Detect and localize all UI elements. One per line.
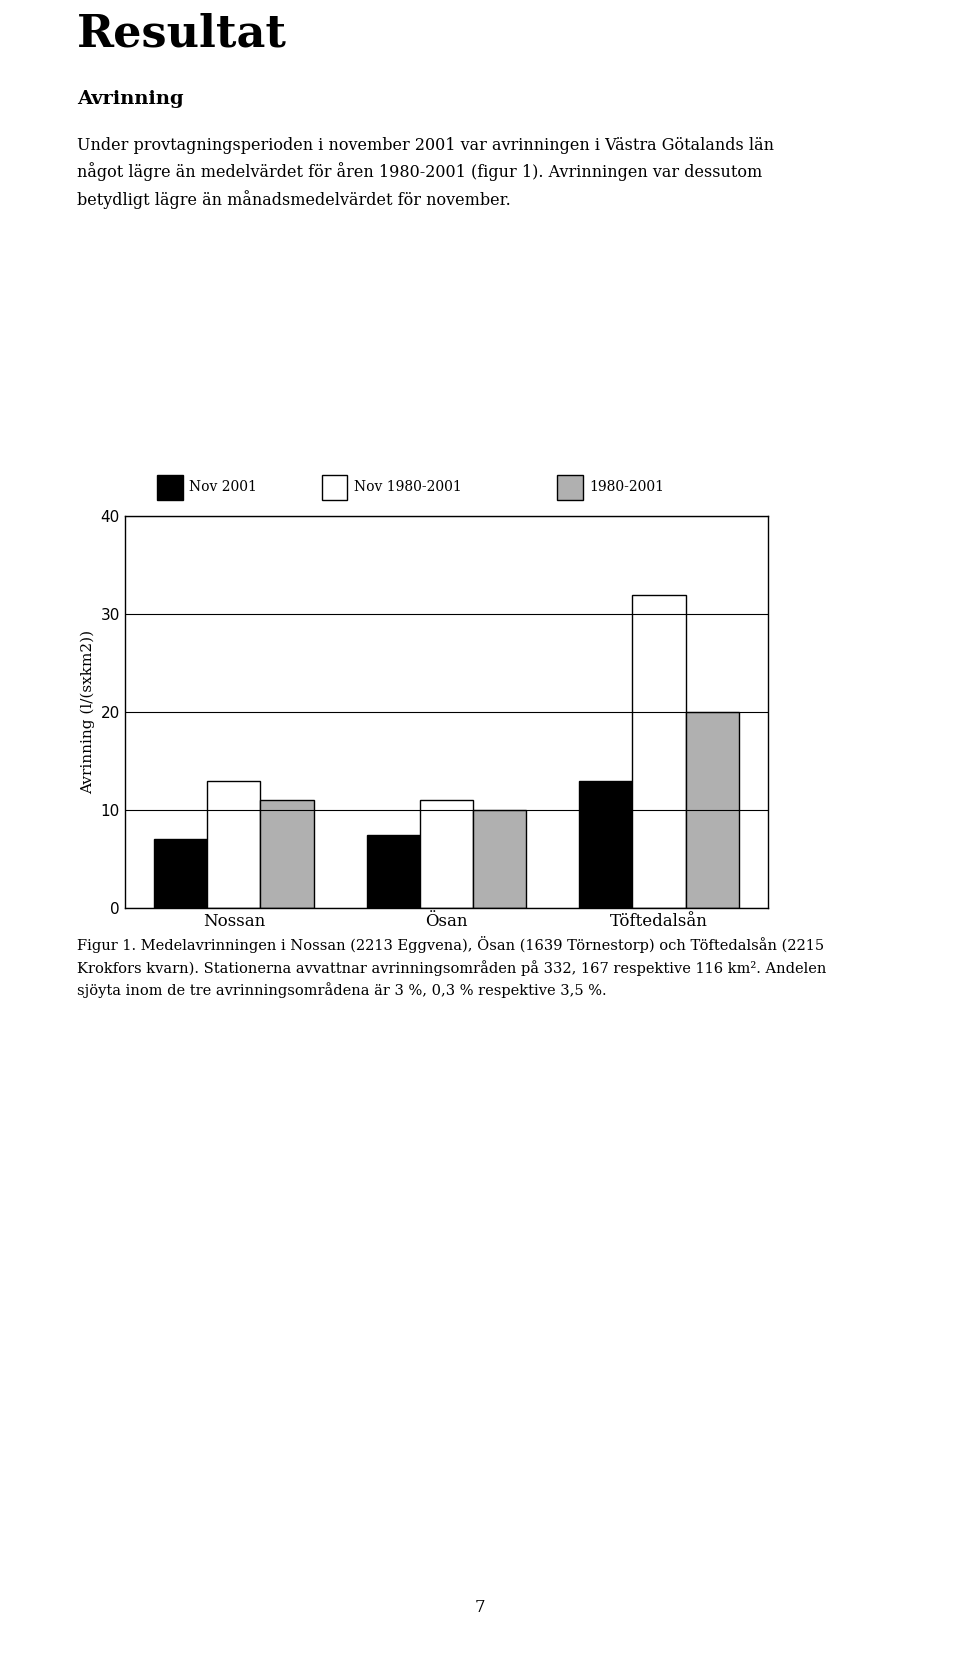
Text: Under provtagningsperioden i november 2001 var avrinningen i Västra Götalands lä: Under provtagningsperioden i november 20… <box>77 137 774 210</box>
Text: 1980-2001: 1980-2001 <box>589 480 664 495</box>
Bar <box>420 800 473 908</box>
Text: Avrinning: Avrinning <box>77 90 183 108</box>
Bar <box>685 713 739 908</box>
Bar <box>207 781 260 908</box>
Text: Resultat: Resultat <box>77 13 287 55</box>
Bar <box>633 595 685 908</box>
Bar <box>367 835 420 908</box>
Text: Nov 1980-2001: Nov 1980-2001 <box>354 480 462 495</box>
Text: Nov 2001: Nov 2001 <box>189 480 257 495</box>
FancyBboxPatch shape <box>557 475 583 500</box>
Bar <box>260 800 314 908</box>
Text: 7: 7 <box>474 1599 486 1616</box>
Y-axis label: Avrinning (l/(sxkm2)): Avrinning (l/(sxkm2)) <box>81 630 95 795</box>
FancyBboxPatch shape <box>157 475 182 500</box>
FancyBboxPatch shape <box>322 475 348 500</box>
Text: Figur 1. Medelavrinningen i Nossan (2213 Eggvena), Ösan (1639 Törnestorp) och Tö: Figur 1. Medelavrinningen i Nossan (2213… <box>77 936 827 998</box>
Bar <box>154 840 207 908</box>
Bar <box>579 781 633 908</box>
Bar <box>473 810 526 908</box>
